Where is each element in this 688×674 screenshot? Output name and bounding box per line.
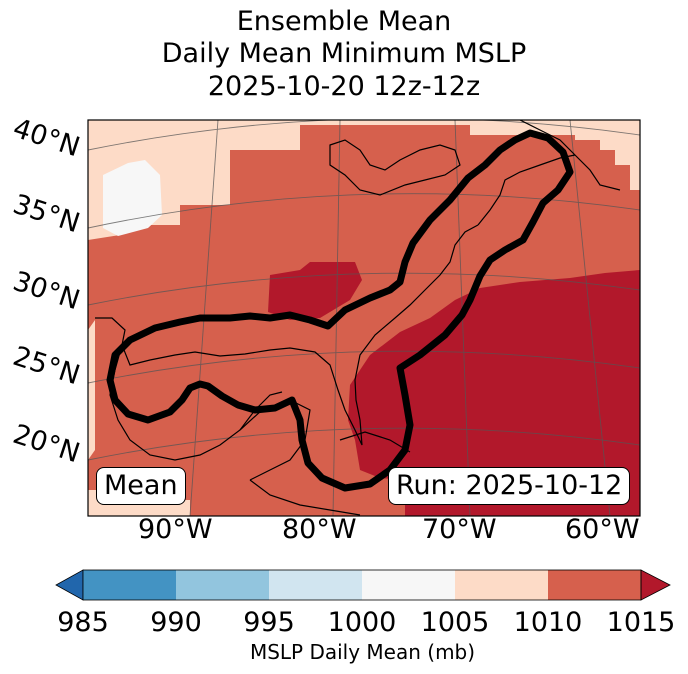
- colorbar-cell: [83, 570, 176, 600]
- title-line-1: Ensemble Mean: [236, 6, 452, 37]
- colorbar-tick-label: 995: [243, 607, 295, 638]
- colorbar-frame: [82, 569, 642, 601]
- title-line-2: Daily Mean Minimum MSLP: [161, 38, 527, 69]
- colorbar-cell: [362, 570, 455, 600]
- lon-label-90: 90°W: [138, 514, 213, 545]
- mean-label-box: Mean: [96, 467, 186, 505]
- colorbar-tick-label: 1000: [327, 607, 397, 638]
- coastline-central-america: [249, 479, 361, 516]
- field-1015-atlantic: [348, 270, 640, 516]
- coastline-gulf: [95, 224, 479, 446]
- colorbar-cell: [548, 570, 641, 600]
- lon-label-80: 80°W: [282, 514, 357, 545]
- run-label-box: Run: 2025-10-12: [388, 467, 631, 505]
- colorbar-label: MSLP Daily Mean (mb): [249, 640, 476, 664]
- colorbar-tick-label: 1010: [513, 607, 583, 638]
- parallel-40N: [88, 120, 640, 151]
- colorbar-tick-label: 1015: [606, 607, 676, 638]
- title-line-3: 2025-10-20 12z-12z: [207, 71, 481, 102]
- field-1005-1010-west: [88, 320, 95, 460]
- parallel-30N: [88, 272, 640, 306]
- lon-label-60: 60°W: [565, 514, 640, 545]
- parallel-20N: [88, 427, 640, 461]
- colorbar-tick-label: 985: [57, 607, 109, 638]
- coastline-cuba: [339, 431, 411, 453]
- coastline-northeast: [477, 154, 576, 226]
- map-frame: [87, 119, 641, 517]
- field-1005-1010-north: [88, 120, 640, 240]
- lon-label-70: 70°W: [422, 514, 497, 545]
- colorbar-tick-label: 1005: [420, 607, 490, 638]
- colorbar-cell: [455, 570, 548, 600]
- colorbar-cell: [269, 570, 362, 600]
- pressure-contour: [106, 129, 574, 492]
- colorbar-cell: [176, 570, 269, 600]
- great-lakes: [329, 139, 461, 196]
- meridian-60W: [569, 120, 611, 516]
- field-1015-gulf: [268, 262, 362, 320]
- colorbar-extend-high: [640, 569, 671, 601]
- colorbar-extend-low: [55, 569, 84, 601]
- coastline-canada: [519, 120, 621, 191]
- colorbar-tick-label: 990: [150, 607, 202, 638]
- parallel-35N: [88, 193, 640, 229]
